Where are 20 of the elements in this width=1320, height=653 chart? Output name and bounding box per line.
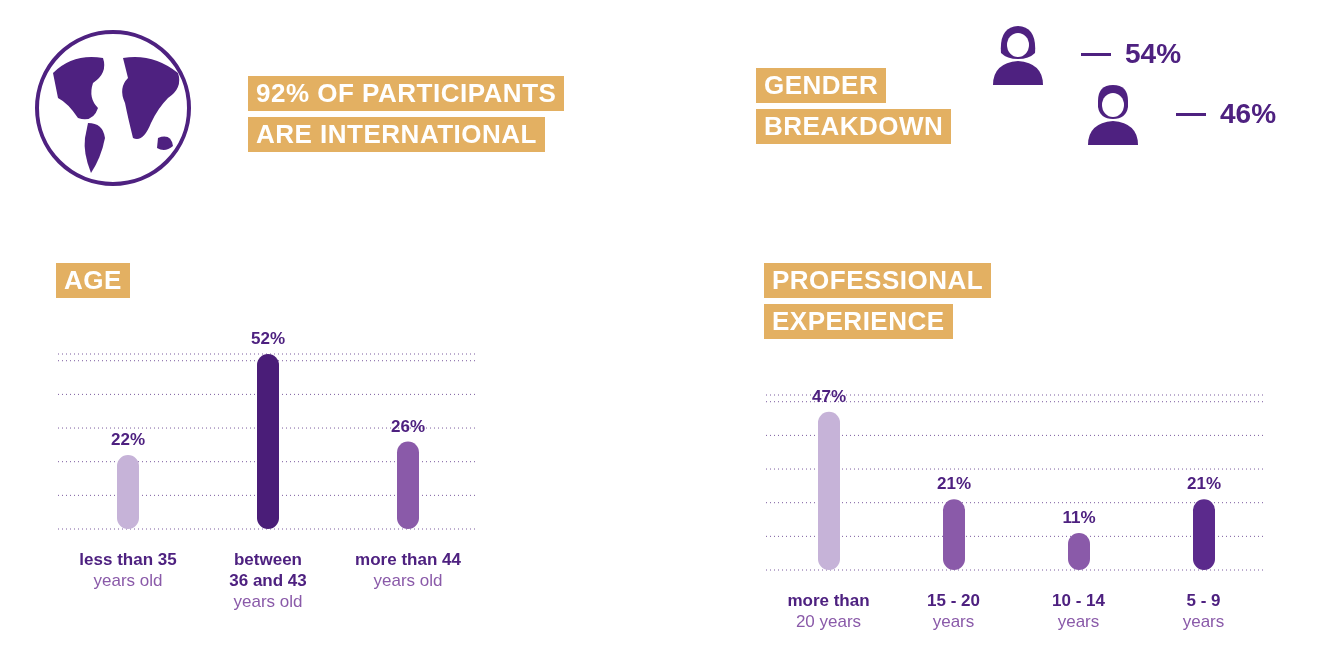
data-label: 22% xyxy=(110,429,146,449)
data-label: 11% xyxy=(1062,507,1096,527)
x-tick-label: less than 35 years old xyxy=(79,550,177,590)
chart-title: PROFESSIONAL EXPERIENCE xyxy=(771,264,985,338)
data-label: 46% xyxy=(1220,98,1277,130)
x-tick-label: between 36 and 43 years old xyxy=(229,550,307,611)
x-tick-label: more than 44 years old xyxy=(355,550,462,590)
data-label: 26% xyxy=(390,416,426,436)
data-label: 52% xyxy=(250,329,286,348)
x-tick-label: 10 - 14 years xyxy=(1052,591,1106,631)
chart-title: AGE xyxy=(56,263,130,298)
text: 92% OF PARTICIPANTS ARE INTERNATIONAL xyxy=(255,77,558,151)
data-label: 21% xyxy=(936,474,972,494)
data-label: 47% xyxy=(811,386,847,406)
x-tick-label: 5 - 9 years xyxy=(1182,591,1225,631)
x-tick-label: more than 20 years xyxy=(787,591,870,631)
data-label: 21% xyxy=(1186,474,1222,494)
x-tick-label: 15 - 20 years xyxy=(927,591,980,631)
data-label: 54% xyxy=(1125,38,1182,70)
text: GENDER BREAKDOWN xyxy=(763,69,945,143)
